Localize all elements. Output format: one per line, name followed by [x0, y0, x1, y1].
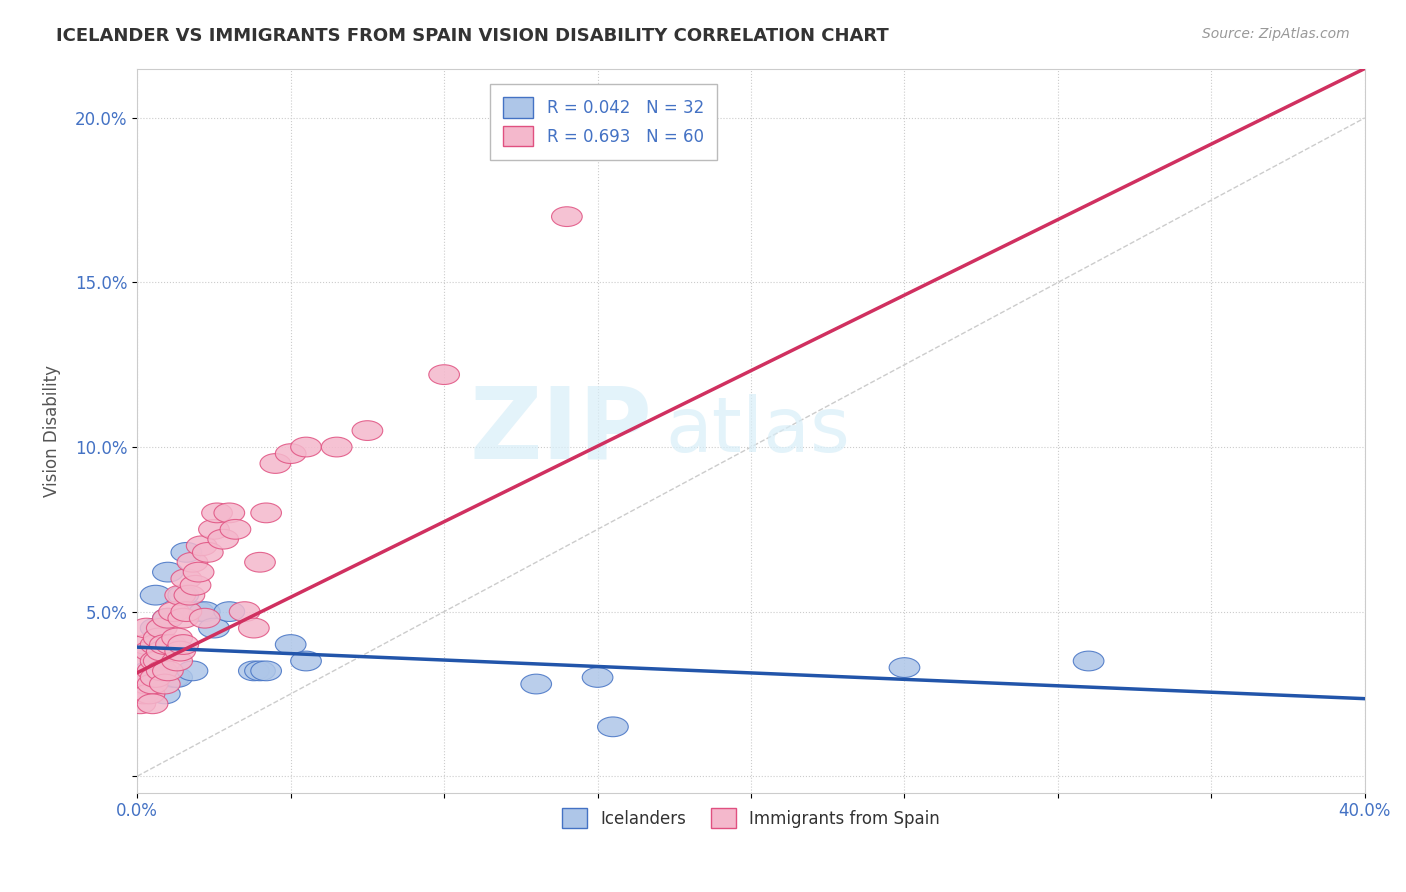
Ellipse shape: [183, 562, 214, 582]
Ellipse shape: [193, 542, 224, 562]
Ellipse shape: [153, 562, 183, 582]
Text: Source: ZipAtlas.com: Source: ZipAtlas.com: [1202, 27, 1350, 41]
Ellipse shape: [177, 552, 208, 572]
Ellipse shape: [190, 602, 221, 622]
Ellipse shape: [134, 661, 165, 681]
Ellipse shape: [429, 365, 460, 384]
Ellipse shape: [159, 667, 190, 688]
Ellipse shape: [177, 661, 208, 681]
Ellipse shape: [131, 635, 162, 655]
Ellipse shape: [146, 661, 177, 681]
Text: atlas: atlas: [665, 393, 851, 467]
Ellipse shape: [131, 674, 162, 694]
Ellipse shape: [183, 602, 214, 622]
Ellipse shape: [214, 503, 245, 523]
Ellipse shape: [167, 608, 198, 628]
Ellipse shape: [138, 661, 167, 681]
Y-axis label: Vision Disability: Vision Disability: [44, 365, 60, 497]
Ellipse shape: [149, 684, 180, 704]
Ellipse shape: [172, 542, 201, 562]
Ellipse shape: [322, 437, 352, 457]
Ellipse shape: [167, 585, 198, 605]
Ellipse shape: [143, 667, 174, 688]
Ellipse shape: [165, 641, 195, 661]
Ellipse shape: [134, 684, 165, 704]
Ellipse shape: [250, 661, 281, 681]
Ellipse shape: [131, 684, 162, 704]
Ellipse shape: [134, 667, 165, 688]
Ellipse shape: [162, 651, 193, 671]
Ellipse shape: [239, 618, 269, 638]
Ellipse shape: [138, 674, 167, 694]
Ellipse shape: [167, 635, 198, 655]
Ellipse shape: [162, 628, 193, 648]
Ellipse shape: [125, 674, 156, 694]
Ellipse shape: [201, 503, 232, 523]
Ellipse shape: [187, 536, 217, 556]
Ellipse shape: [172, 569, 201, 589]
Ellipse shape: [125, 694, 156, 714]
Ellipse shape: [141, 618, 172, 638]
Ellipse shape: [131, 618, 162, 638]
Ellipse shape: [250, 503, 281, 523]
Ellipse shape: [198, 519, 229, 539]
Ellipse shape: [1073, 651, 1104, 671]
Ellipse shape: [128, 684, 159, 704]
Ellipse shape: [125, 684, 156, 704]
Ellipse shape: [291, 651, 322, 671]
Ellipse shape: [208, 529, 239, 549]
Ellipse shape: [245, 552, 276, 572]
Ellipse shape: [229, 602, 260, 622]
Ellipse shape: [134, 641, 165, 661]
Ellipse shape: [141, 635, 172, 655]
Ellipse shape: [291, 437, 322, 457]
Ellipse shape: [146, 618, 177, 638]
Ellipse shape: [141, 667, 172, 688]
Ellipse shape: [221, 519, 250, 539]
Ellipse shape: [153, 608, 183, 628]
Ellipse shape: [134, 684, 165, 704]
Ellipse shape: [149, 635, 180, 655]
Ellipse shape: [520, 674, 551, 694]
Ellipse shape: [174, 585, 205, 605]
Ellipse shape: [159, 602, 190, 622]
Ellipse shape: [239, 661, 269, 681]
Ellipse shape: [146, 641, 177, 661]
Ellipse shape: [551, 207, 582, 227]
Ellipse shape: [128, 667, 159, 688]
Ellipse shape: [141, 585, 172, 605]
Ellipse shape: [276, 635, 307, 655]
Ellipse shape: [143, 628, 174, 648]
Ellipse shape: [138, 641, 167, 661]
Ellipse shape: [245, 661, 276, 681]
Ellipse shape: [582, 667, 613, 688]
Ellipse shape: [198, 618, 229, 638]
Ellipse shape: [153, 661, 183, 681]
Ellipse shape: [128, 667, 159, 688]
Ellipse shape: [143, 651, 174, 671]
Text: ZIP: ZIP: [470, 382, 652, 479]
Ellipse shape: [190, 608, 221, 628]
Ellipse shape: [162, 667, 193, 688]
Ellipse shape: [146, 661, 177, 681]
Ellipse shape: [276, 443, 307, 464]
Ellipse shape: [138, 674, 167, 694]
Text: ICELANDER VS IMMIGRANTS FROM SPAIN VISION DISABILITY CORRELATION CHART: ICELANDER VS IMMIGRANTS FROM SPAIN VISIO…: [56, 27, 889, 45]
Ellipse shape: [260, 454, 291, 474]
Legend: Icelanders, Immigrants from Spain: Icelanders, Immigrants from Spain: [555, 801, 946, 835]
Ellipse shape: [214, 602, 245, 622]
Ellipse shape: [165, 585, 195, 605]
Ellipse shape: [598, 717, 628, 737]
Ellipse shape: [889, 657, 920, 677]
Ellipse shape: [128, 651, 159, 671]
Ellipse shape: [180, 575, 211, 595]
Ellipse shape: [138, 694, 167, 714]
Ellipse shape: [149, 674, 180, 694]
Ellipse shape: [352, 421, 382, 441]
Ellipse shape: [172, 602, 201, 622]
Ellipse shape: [141, 651, 172, 671]
Ellipse shape: [153, 608, 183, 628]
Ellipse shape: [156, 635, 187, 655]
